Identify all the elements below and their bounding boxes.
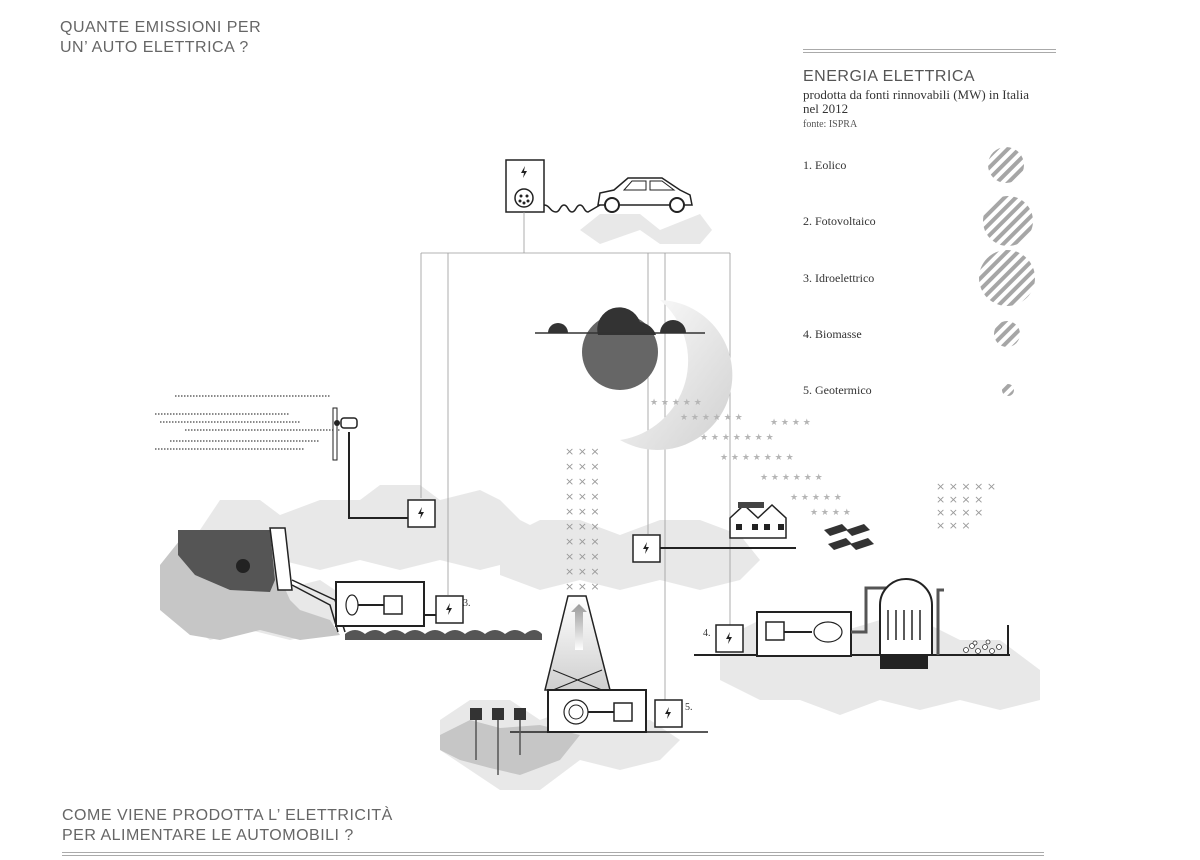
legend-circle-biomasse xyxy=(994,321,1020,347)
svg-text:× × ×: × × × xyxy=(565,460,600,473)
svg-text:★ ★ ★ ★ ★ ★ ★: ★ ★ ★ ★ ★ ★ ★ xyxy=(700,433,774,443)
label-hydro: 3. xyxy=(463,598,471,609)
legend-top-rule xyxy=(803,49,1056,50)
sun-rays: ★ ★ ★ ★ ★ ★ ★ ★ ★ ★ ★ ★ ★ ★ ★ ★ ★ ★ ★ ★ … xyxy=(650,398,851,518)
inverter-biomass xyxy=(715,624,744,653)
svg-text:× × ×: × × × xyxy=(565,520,600,533)
legend-subtitle: prodotta da fonti rinnovabili (MW) in It… xyxy=(803,87,1029,116)
connection-lines xyxy=(420,212,731,700)
svg-text:★ ★ ★ ★ ★: ★ ★ ★ ★ ★ xyxy=(790,493,842,503)
legend-source: fonte: ISPRA xyxy=(803,119,858,130)
legend-item-eolico: 1. Eolico xyxy=(803,158,847,172)
legend-title: ENERGIA ELETTRICA xyxy=(803,68,976,85)
smoke-column: × × × × × × × × × × × × × × × × xyxy=(936,480,996,532)
solar-panels-icon xyxy=(824,524,874,550)
biomass-plant-icon xyxy=(694,578,1010,669)
svg-text:★ ★ ★ ★: ★ ★ ★ ★ xyxy=(810,508,851,518)
legend-item-biomasse: 4. Biomasse xyxy=(803,327,862,341)
legend-circle-idroelettrico xyxy=(979,250,1035,306)
svg-text:× × ×: × × × xyxy=(565,475,600,488)
svg-text:× × × ×: × × × × xyxy=(936,506,983,519)
svg-text:× × ×: × × × xyxy=(565,580,600,593)
night-sky xyxy=(535,300,733,450)
svg-text:× × ×: × × × xyxy=(565,565,600,578)
solar-house-icon xyxy=(729,502,787,539)
footer-rule xyxy=(62,852,1044,853)
legend-circle-eolico xyxy=(988,147,1024,183)
svg-text:× × ×: × × × xyxy=(565,490,600,503)
legend-circle-geotermico xyxy=(1002,384,1014,396)
svg-text:★ ★ ★ ★ ★ ★: ★ ★ ★ ★ ★ ★ xyxy=(760,473,823,483)
inverter-hydro xyxy=(435,595,464,624)
inverter-geothermal xyxy=(654,699,683,728)
legend-header: ENERGIA ELETTRICA prodotta da fonti rinn… xyxy=(803,68,1053,130)
svg-text:× × ×: × × × xyxy=(565,445,600,458)
svg-text:× × × × ×: × × × × × xyxy=(936,480,996,493)
title-line-2: UN’ AUTO ELETTRICA ? xyxy=(60,39,249,56)
ev-charging-icon xyxy=(505,159,601,213)
legend-circle-fotovoltaico xyxy=(983,196,1033,246)
svg-text:★ ★ ★ ★: ★ ★ ★ ★ xyxy=(770,418,811,428)
svg-text:× × ×: × × × xyxy=(565,550,600,563)
legend-item-idroelettrico: 3. Idroelettrico xyxy=(803,271,875,285)
geothermal-plant-icon xyxy=(470,595,708,775)
svg-text:× × ×: × × × xyxy=(565,535,600,548)
legend-item-geotermico: 5. Geotermico xyxy=(803,383,872,397)
electric-car-icon xyxy=(597,177,693,213)
footer-rule-2 xyxy=(62,855,1044,856)
wind-streaks xyxy=(155,395,340,450)
footer-line-2: PER ALIMENTARE LE AUTOMOBILI ? xyxy=(62,827,354,844)
steam-column: × × × × × × × × × × × × × × × × × × × × … xyxy=(565,445,600,593)
label-geothermal: 5. xyxy=(685,702,693,713)
svg-text:★ ★ ★ ★ ★: ★ ★ ★ ★ ★ xyxy=(650,398,702,408)
page-title: QUANTE EMISSIONI PER UN’ AUTO ELETTRICA … xyxy=(60,18,380,58)
legend-item-fotovoltaico: 2. Fotovoltaico xyxy=(803,214,876,228)
svg-text:× × ×: × × × xyxy=(565,505,600,518)
label-biomass: 4. xyxy=(703,628,711,639)
hydro-dam-icon xyxy=(178,527,542,640)
svg-text:× × × ×: × × × × xyxy=(936,493,983,506)
title-line-1: QUANTE EMISSIONI PER xyxy=(60,19,262,36)
svg-text:× × ×: × × × xyxy=(936,519,971,532)
svg-text:★ ★ ★ ★ ★ ★: ★ ★ ★ ★ ★ ★ xyxy=(680,413,743,423)
footer-question: COME VIENE PRODOTTA L’ ELETTRICITÀ PER A… xyxy=(62,806,482,846)
wind-turbine-icon xyxy=(332,407,408,519)
legend-top-rule-2 xyxy=(803,52,1056,53)
footer-line-1: COME VIENE PRODOTTA L’ ELETTRICITÀ xyxy=(62,807,393,824)
inverter-solar xyxy=(632,534,661,563)
svg-text:★ ★ ★ ★ ★ ★ ★: ★ ★ ★ ★ ★ ★ ★ xyxy=(720,453,794,463)
inverter-wind xyxy=(407,499,436,528)
